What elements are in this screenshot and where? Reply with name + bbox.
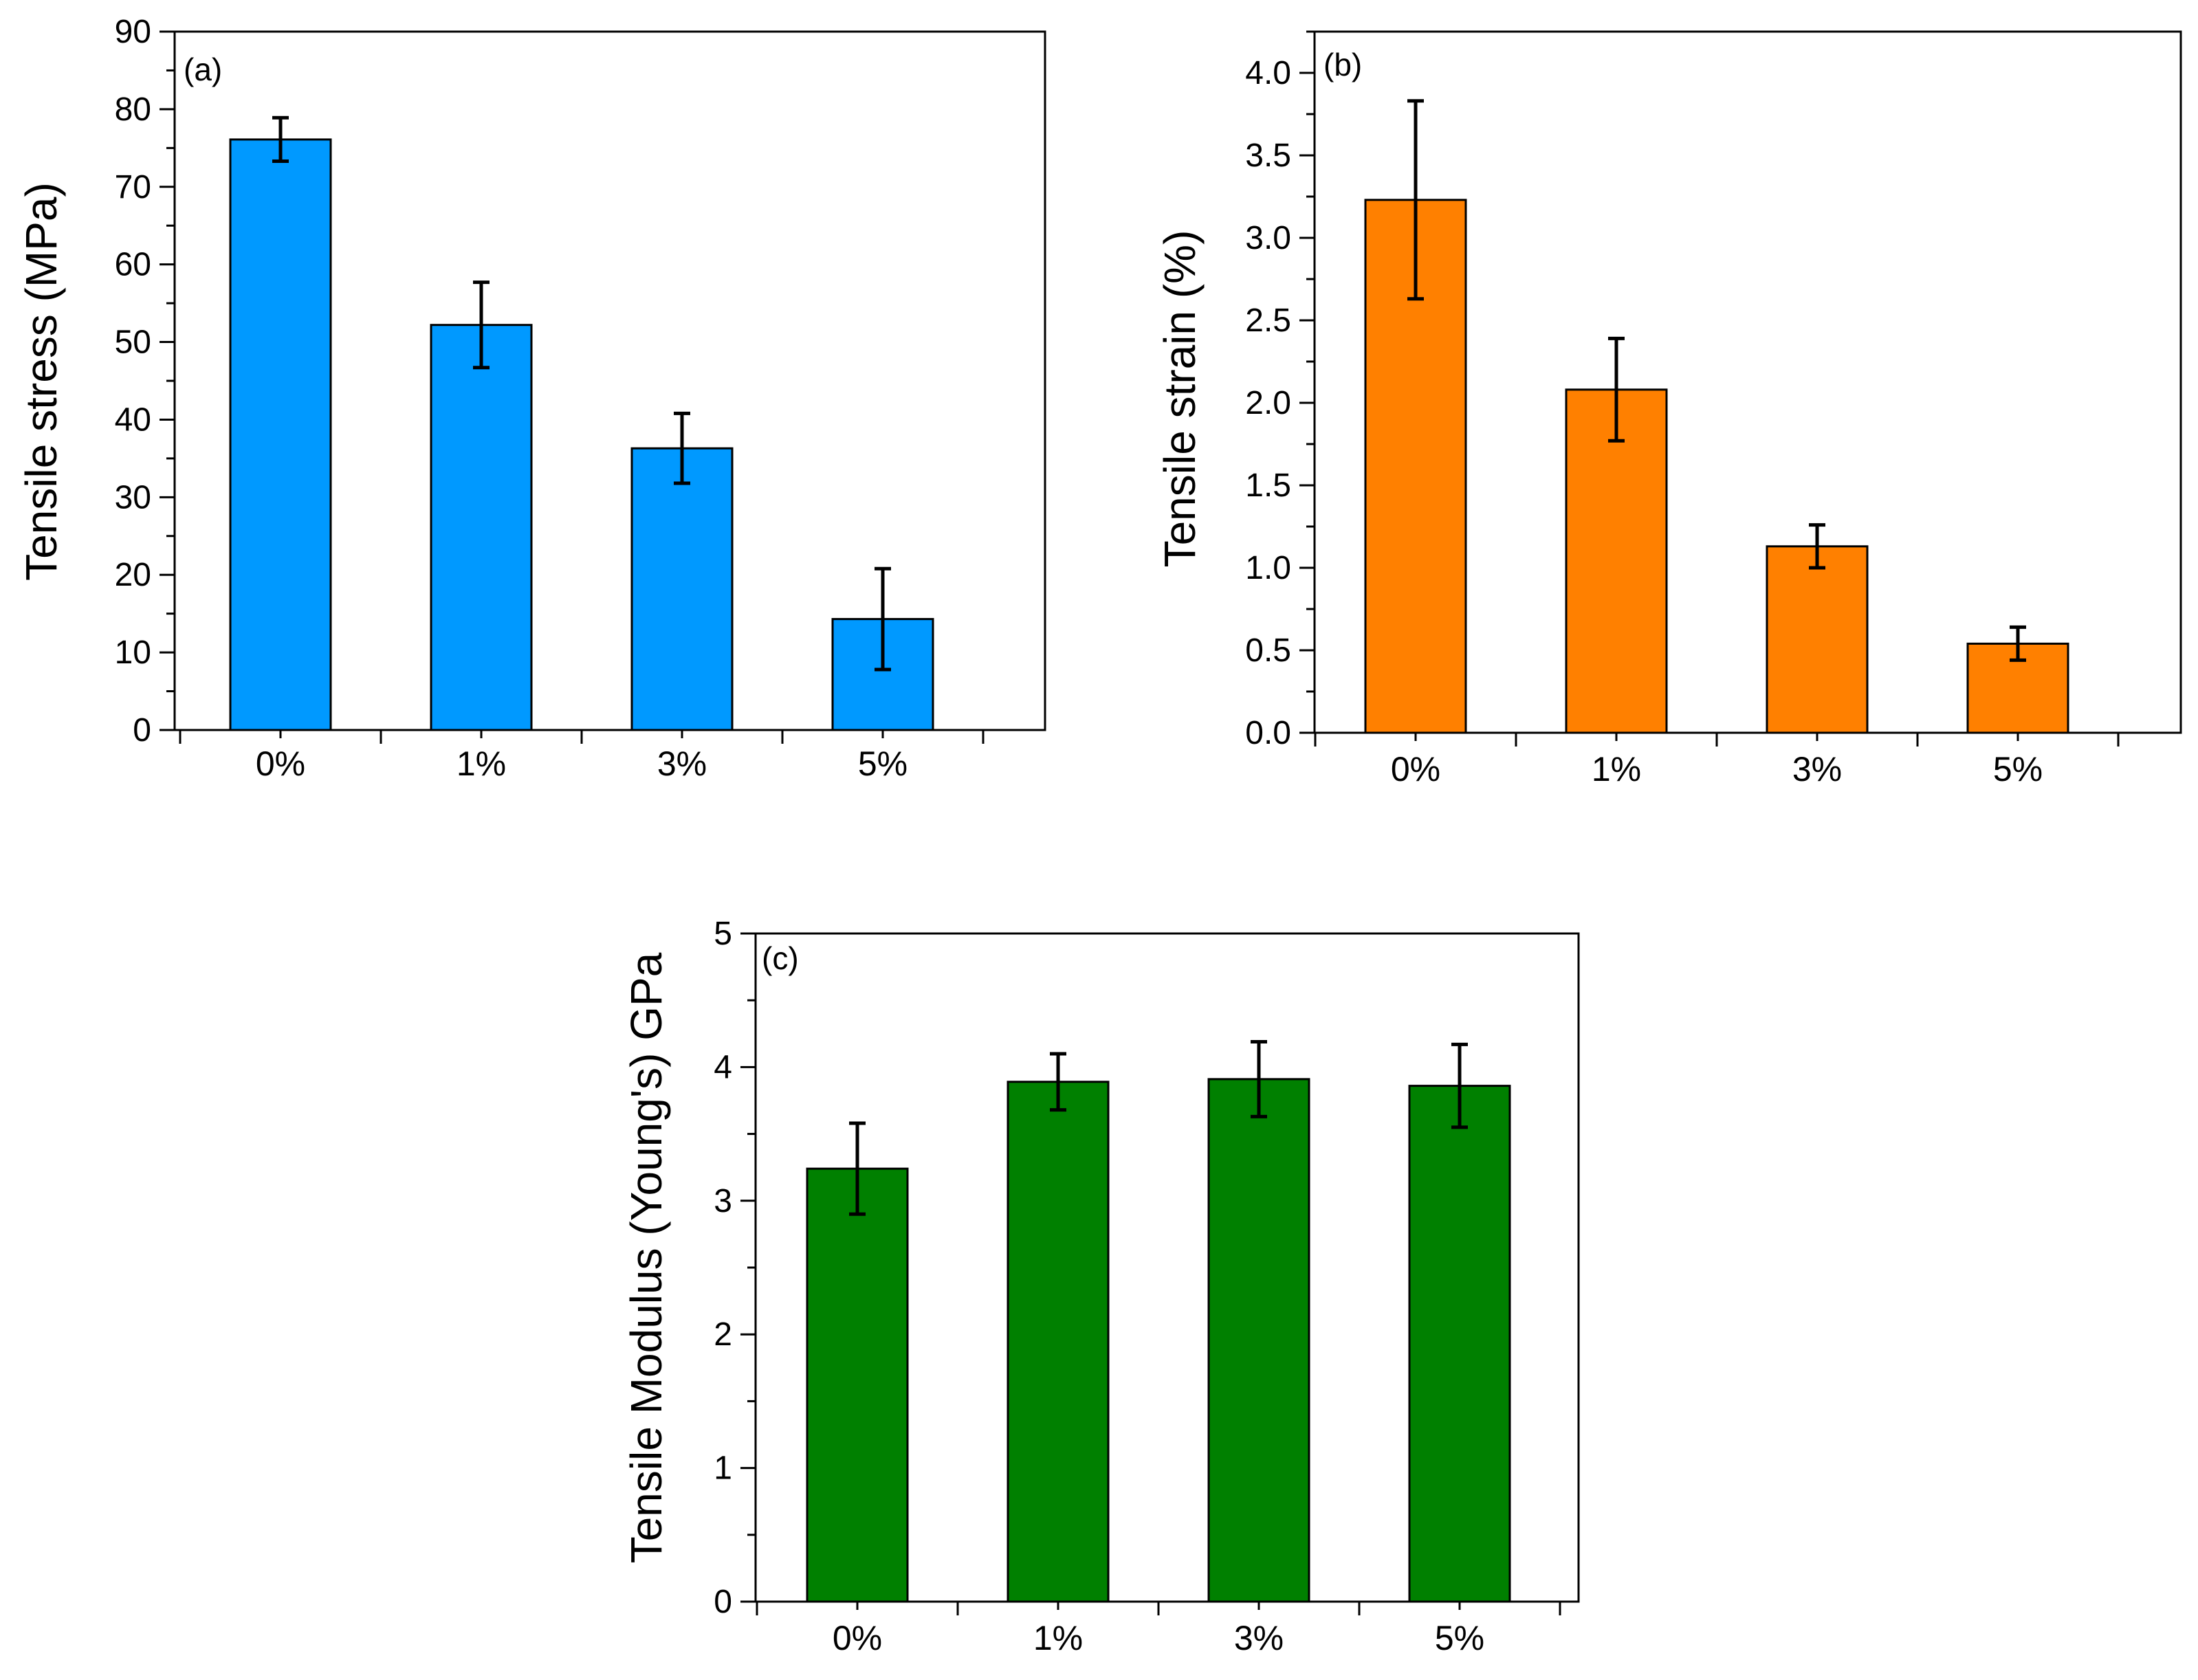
error-bar-c-4: [1451, 1042, 1468, 1129]
bar-a-3: [630, 447, 734, 731]
y-tick-label-a: 60: [115, 247, 151, 283]
bar-c-1: [806, 1167, 909, 1603]
x-tick-label-c: 5%: [1435, 1619, 1484, 1657]
y-tick-label-b: 0.5: [1245, 632, 1291, 669]
panel-label-b: (b): [1323, 47, 1362, 82]
y-axis-title-a: Tensile stress (MPa): [17, 182, 66, 581]
x-tick-label-a: 5%: [858, 744, 908, 783]
y-tick-label-a: 30: [115, 479, 151, 516]
x-tick-label-c: 0%: [833, 1619, 882, 1657]
bar-a-2: [430, 324, 533, 731]
y-tick-label-a: 40: [115, 401, 151, 438]
bar-a-1: [229, 138, 332, 731]
bar-c-3: [1207, 1078, 1310, 1603]
bar-c-2: [1007, 1081, 1110, 1603]
y-tick-label-a: 20: [115, 557, 151, 593]
error-bar-c-1: [849, 1121, 866, 1216]
x-tick-label-b: 5%: [1993, 750, 2043, 788]
error-bar-b-1: [1407, 99, 1424, 301]
x-tick-label-b: 0%: [1391, 750, 1440, 788]
y-tick-label-a: 10: [115, 634, 151, 671]
chart-panel-c: Tensile Modulus (Young's) GPa (c) 0 1 2 3 4 5…: [622, 916, 1580, 1657]
y-tick-label-a: 70: [115, 169, 151, 206]
panel-label-a: (a): [184, 52, 222, 87]
y-tick-label-a: 80: [115, 91, 151, 128]
y-tick-label-a: 0: [133, 712, 151, 749]
error-bar-a-2: [473, 280, 490, 370]
y-tick-label-b: 3.0: [1245, 220, 1291, 256]
y-tick-label-b: 3.5: [1245, 137, 1291, 174]
y-tick-label-a: 90: [115, 14, 151, 50]
y-axis-title-b: Tensile strain (%): [1155, 230, 1205, 568]
y-tick-label-c: 5: [714, 916, 732, 952]
x-tick-label-c: 1%: [1033, 1619, 1083, 1657]
error-bar-c-3: [1251, 1039, 1267, 1118]
y-axis-title-c: Tensile Modulus (Young's) GPa: [622, 952, 671, 1563]
plot-frame-b: [1313, 30, 2182, 734]
error-bar-b-3: [1809, 523, 1825, 570]
x-tick-label-b: 1%: [1592, 750, 1641, 788]
error-bar-c-2: [1050, 1052, 1066, 1112]
y-tick-label-b: 2.5: [1245, 302, 1291, 339]
bar-c-4: [1408, 1085, 1511, 1603]
y-tick-label-b: 2.0: [1245, 385, 1291, 421]
y-tick-label-a: 50: [115, 324, 151, 361]
error-bar-b-4: [2010, 625, 2026, 662]
bar-b-2: [1565, 388, 1668, 734]
panel-label-c: (c): [762, 940, 799, 976]
chart-panel-b: Tensile strain (%) (b) 0.0 0.5 1.0 1.5 2.0 2.…: [1155, 30, 2182, 788]
y-tick-label-c: 4: [714, 1049, 732, 1085]
y-tick-label-c: 0: [714, 1584, 732, 1620]
error-bar-a-3: [674, 411, 690, 485]
y-tick-label-c: 1: [714, 1450, 732, 1487]
error-bar-a-1: [272, 115, 289, 164]
y-tick-label-b: 1.5: [1245, 467, 1291, 504]
x-tick-label-a: 0%: [256, 744, 305, 783]
y-tick-label-b: 0.0: [1245, 715, 1291, 751]
x-tick-label-c: 3%: [1234, 1619, 1284, 1657]
error-bar-a-4: [875, 566, 891, 672]
error-bar-b-2: [1608, 336, 1625, 443]
x-tick-label-a: 1%: [457, 744, 506, 783]
chart-panel-a: Tensile stress (MPa) (a) 0 10 20 30 40 50 60 70…: [17, 14, 1046, 783]
y-tick-label-b: 1.0: [1245, 550, 1291, 586]
y-tick-label-b: 4.0: [1245, 55, 1291, 91]
y-tick-label-c: 3: [714, 1183, 732, 1219]
bar-b-3: [1766, 545, 1869, 734]
x-tick-label-b: 3%: [1792, 750, 1842, 788]
x-tick-label-a: 3%: [657, 744, 707, 783]
y-tick-label-c: 2: [714, 1316, 732, 1353]
